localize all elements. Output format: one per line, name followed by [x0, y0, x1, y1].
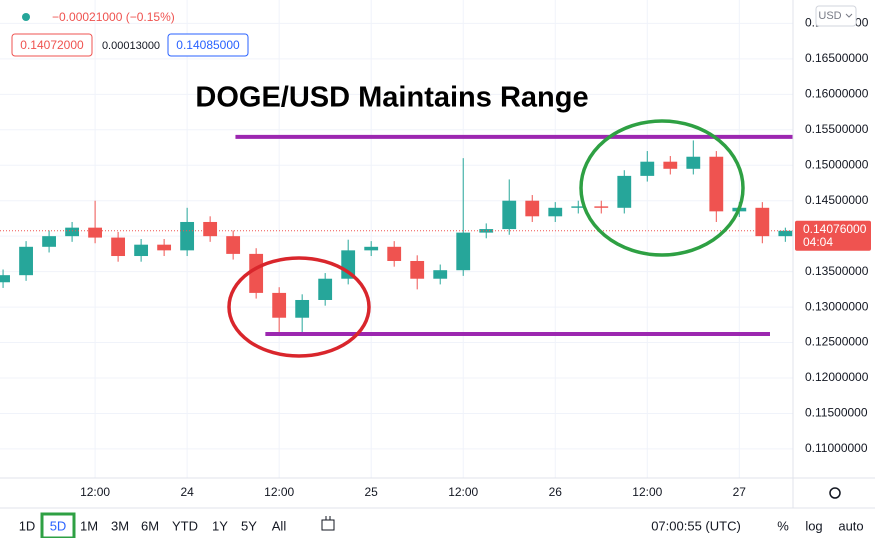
candle-body [594, 206, 609, 208]
candle-body [111, 237, 126, 257]
candle-body [778, 230, 793, 237]
y-tick-label: 0.12000000 [805, 370, 869, 384]
y-tick-label: 0.12500000 [805, 335, 869, 349]
grid: 0.11000000 0.11500000 0.12000000 0.12500000… [0, 0, 869, 499]
range-low-ellipse [227, 256, 371, 358]
candle-body [709, 156, 724, 212]
candle-body [180, 221, 195, 251]
countdown: 04:04 [803, 235, 833, 249]
candle-body [433, 270, 448, 279]
candle-body [548, 207, 563, 217]
candle-body [456, 232, 471, 271]
range-button[interactable]: 1D [19, 518, 36, 533]
y-tick-label: 0.15500000 [805, 122, 869, 136]
x-tick-label: 12:00 [80, 485, 110, 499]
candle-body [686, 156, 701, 169]
candle-body [663, 161, 678, 169]
candle-body [134, 244, 149, 257]
candles [0, 134, 793, 337]
x-tick-label: 27 [733, 485, 747, 499]
candle-body [640, 161, 655, 176]
settings-icon[interactable] [829, 487, 841, 499]
candle-body [88, 227, 103, 238]
last-price-label: 0.14076000 [803, 222, 867, 236]
candle-body [157, 244, 172, 251]
range-button[interactable]: 1Y [212, 518, 228, 533]
candle-body [203, 221, 218, 237]
y-tick-label: 0.11000000 [805, 441, 868, 455]
candle-body [249, 253, 264, 293]
range-button[interactable]: 5D [50, 518, 67, 533]
ask-box [167, 33, 249, 57]
y-tick-label: 0.13000000 [805, 299, 869, 313]
candle-body [226, 236, 241, 254]
range-button[interactable]: YTD [172, 518, 198, 533]
spread: 0.00013000 [102, 40, 160, 52]
range-button[interactable]: 5Y [241, 518, 257, 533]
candle-body [0, 275, 10, 283]
candle-body [502, 200, 517, 230]
x-tick-label: 26 [549, 485, 563, 499]
y-tick-label: 0.11500000 [805, 406, 868, 420]
y-tick-label: 0.15000000 [805, 157, 869, 171]
candle-body [295, 299, 310, 318]
candle-body [525, 200, 540, 217]
candle-body [65, 227, 79, 237]
bid: 0.14072000 [20, 38, 84, 52]
x-tick-label: 12:00 [264, 485, 294, 499]
y-tick-label: 0.13500000 [805, 264, 869, 278]
bid-box [11, 33, 93, 57]
x-tick-label: 12:00 [448, 485, 478, 499]
range-button[interactable]: 6M [141, 518, 159, 533]
status-dot [22, 13, 30, 21]
candle-body [364, 246, 379, 251]
candle-body [318, 278, 333, 300]
y-tick-label: 0.14500000 [805, 193, 869, 207]
candle-body [410, 260, 425, 279]
range-button[interactable]: 3M [111, 518, 129, 533]
x-tick-label: 12:00 [632, 485, 662, 499]
candle-body [272, 292, 287, 318]
last-price-box [795, 220, 871, 251]
ask: 0.14085000 [176, 38, 240, 52]
scale-option[interactable]: auto [838, 518, 863, 533]
currency[interactable]: USD [818, 10, 841, 22]
toolbar: 1D 5D 1M 3M 6M YTD 1Y 5Y All 07:00:55 (UTC)% log au… [19, 512, 864, 538]
range-high-ellipse [579, 119, 745, 257]
candle-body [617, 175, 632, 208]
y-tick-label: 0.16000000 [805, 86, 869, 100]
chart-title: DOGE/USD Maintains Range [195, 82, 588, 114]
x-tick-label: 24 [180, 485, 194, 499]
range-button[interactable]: 1M [80, 518, 98, 533]
change: −0.00021000 (−0.15%) [52, 10, 175, 24]
x-tick-label: 25 [365, 485, 379, 499]
dropdown-arrow [845, 13, 853, 18]
date-range-icon[interactable] [321, 516, 335, 531]
candle-body [42, 236, 56, 247]
candle-body [755, 207, 770, 237]
scale-option[interactable]: % [777, 518, 789, 533]
candle-body [571, 206, 586, 208]
active-range [40, 512, 76, 538]
clock: 07:00:55 (UTC) [651, 518, 741, 533]
candle-body [19, 246, 33, 276]
range-button[interactable]: All [272, 518, 287, 533]
candle-body [387, 246, 402, 261]
y-tick-label: 0.16500000 [805, 51, 869, 65]
scale-option[interactable]: log [805, 518, 822, 533]
currency-button[interactable] [815, 5, 857, 27]
